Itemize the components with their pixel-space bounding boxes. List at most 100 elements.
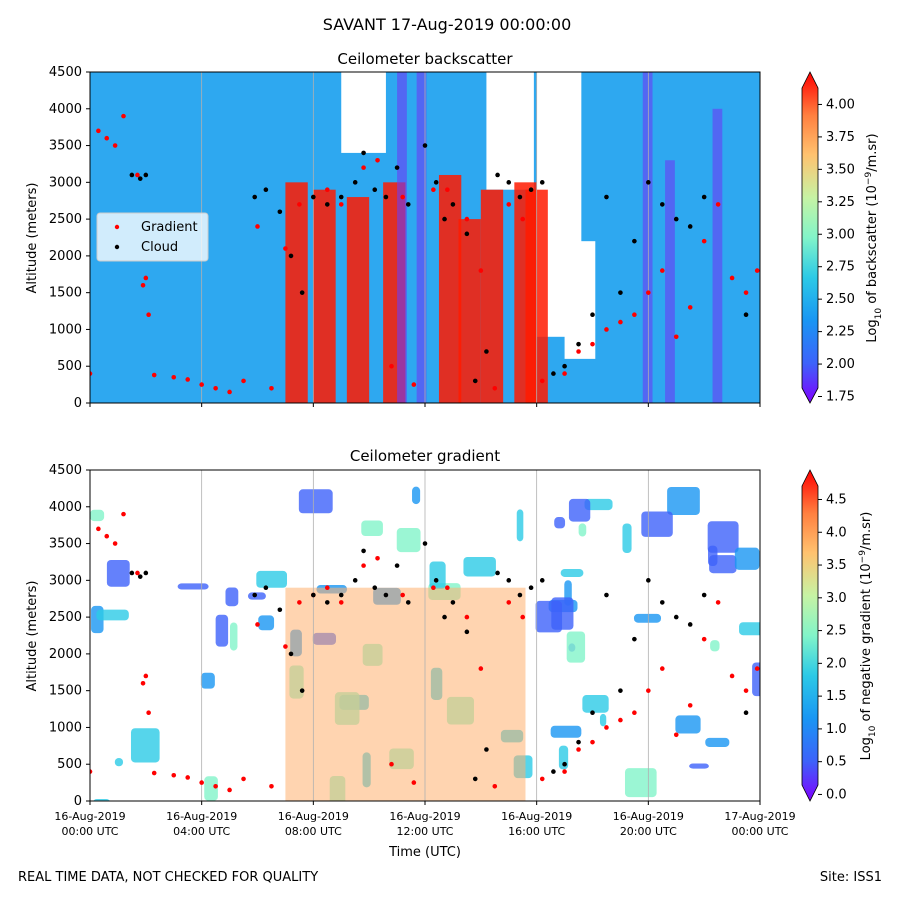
gradient-point (140, 681, 146, 686)
cloud-point (517, 592, 523, 598)
heatmap-blob (258, 615, 275, 631)
colorbar-tick-label: 1.5 (826, 689, 847, 704)
heatmap-blob (429, 561, 446, 590)
cloud-point (687, 224, 693, 229)
gradient-point (96, 526, 101, 532)
gradient-point (562, 769, 567, 774)
ytick-label: 0 (74, 396, 82, 411)
gradient-point (604, 725, 609, 730)
cloud-point (687, 622, 693, 627)
cloud-point (137, 176, 143, 181)
gradient-point (297, 202, 302, 207)
xtick-label-date: 16-Aug-2019 (54, 810, 125, 823)
panel1-points (90, 113, 760, 395)
heatmap-streak (313, 189, 336, 403)
gradient-point (431, 585, 436, 590)
colorbar-tick-label: 3.00 (826, 227, 855, 242)
cloud-point (263, 585, 269, 590)
gradient-point (135, 172, 140, 178)
gradient-point (632, 312, 637, 318)
gradient-point (754, 666, 760, 671)
gradient-point (673, 334, 679, 340)
cloud-point (338, 194, 344, 200)
gradient-point (701, 636, 707, 642)
cloud-point (361, 150, 366, 156)
gradient-point (255, 224, 260, 229)
gradient-point (241, 776, 246, 782)
colorbar-tick-label: 1.0 (826, 722, 847, 737)
heatmap-blob (247, 592, 266, 600)
gradient-point (478, 268, 484, 273)
heatmap-blob (130, 728, 160, 763)
gradient-point (411, 780, 417, 785)
xtick-label-time: 12:00 UTC (396, 825, 453, 838)
cloud-point (743, 710, 749, 716)
heatmap-streak (397, 72, 407, 403)
cloud-point (632, 238, 637, 244)
gradient-point (520, 614, 526, 620)
cloud-point (604, 194, 609, 200)
cloud-point (464, 231, 470, 237)
heatmap-blob (582, 695, 609, 713)
cloud-point (464, 629, 470, 635)
colorbar-tick-label: 2.25 (826, 325, 855, 340)
cloud-point (659, 202, 665, 207)
xtick-label-time: 04:00 UTC (173, 825, 230, 838)
colorbar-tick-label: 3.75 (826, 130, 855, 145)
heatmap-blob (396, 528, 421, 553)
cloud-point (618, 688, 623, 693)
cloud-point (576, 739, 581, 745)
heatmap-blob (566, 631, 586, 663)
cloud-point (143, 570, 149, 576)
gradient-point (478, 666, 484, 671)
heatmap-streak (712, 108, 723, 403)
cloud-point (673, 614, 679, 620)
cloud-point (472, 378, 478, 384)
gradient-point (389, 363, 394, 369)
gradient-point (464, 614, 470, 620)
gradient-point (445, 585, 450, 590)
ytick-label: 3500 (49, 537, 82, 552)
heatmap-blob (707, 521, 739, 553)
gradient-point (576, 747, 581, 752)
gradient-point (283, 644, 288, 649)
heatmap-streak (665, 160, 675, 403)
ytick-label: 3000 (49, 573, 82, 588)
cloud-point (143, 172, 149, 178)
heatmap-blob (667, 487, 700, 515)
cloud-point (288, 253, 294, 259)
heatmap-blob (622, 523, 632, 554)
heatmap-blob (114, 757, 124, 767)
xtick-label-date: 16-Aug-2019 (278, 810, 349, 823)
colorbar-tick-label: 2.00 (826, 357, 855, 372)
gradient-point (729, 275, 735, 281)
colorbar2-bar (801, 469, 819, 802)
heatmap-streak (642, 72, 653, 403)
gradient-point (185, 775, 191, 780)
gradient-point (199, 780, 204, 785)
heatmap-blob (204, 776, 218, 801)
gradient-point (146, 710, 151, 716)
cloud-point (484, 349, 489, 354)
colorbar-tick-label: 1.75 (826, 390, 855, 405)
gradient-point (646, 688, 651, 693)
ytick-label: 2500 (49, 610, 82, 625)
heatmap-blob (200, 672, 215, 689)
gradient-point (338, 600, 344, 605)
panel2-yticks: 0 500 1000 1500 2000 2500 3000 3500 4000 4500 (49, 463, 90, 809)
gradient-point (96, 128, 101, 134)
cloud-point (646, 578, 651, 583)
figure-suptitle: SAVANT 17-Aug-2019 00:00:00 (323, 15, 572, 34)
heatmap-blob (361, 520, 383, 536)
heatmap-blob (463, 557, 496, 577)
cloud-point (405, 600, 411, 605)
heatmap-blob (412, 486, 421, 505)
gradient-point (227, 389, 232, 395)
cloud-point (442, 216, 447, 222)
heatmap-blob (705, 737, 730, 747)
cloud-point (701, 592, 707, 598)
cloud-point (299, 688, 305, 693)
heatmap-blob (554, 517, 566, 529)
cloud-point (338, 592, 344, 598)
gradient-point (576, 349, 581, 354)
